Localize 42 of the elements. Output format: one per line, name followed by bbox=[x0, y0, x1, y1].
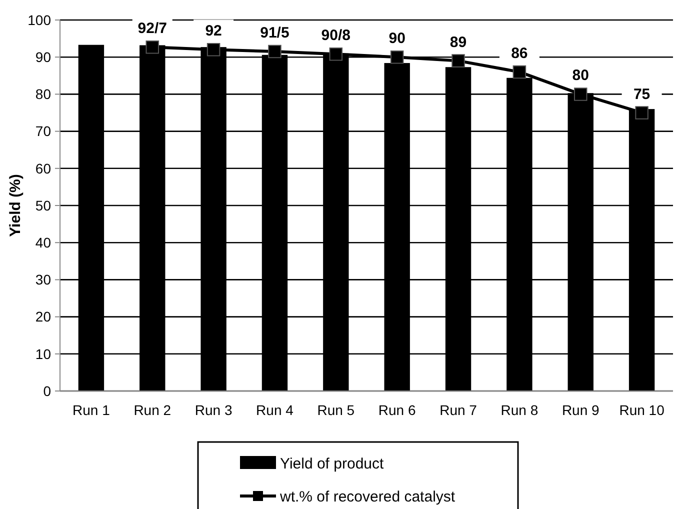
point bbox=[635, 106, 648, 120]
y-tick-label: 10 bbox=[35, 346, 52, 362]
data-label: 92 bbox=[205, 22, 222, 40]
y-tick-label: 100 bbox=[28, 12, 52, 28]
y-tick-label: 70 bbox=[35, 123, 52, 140]
x-tick-label: Run 3 bbox=[194, 402, 232, 418]
x-tick-label: Run 9 bbox=[562, 402, 600, 418]
data-label: 91/5 bbox=[260, 24, 290, 42]
y-tick-label: 20 bbox=[35, 308, 52, 325]
y-axis-title: Yield (%) bbox=[7, 174, 24, 237]
data-label: 75 bbox=[633, 86, 650, 103]
x-tick-label: Run 8 bbox=[500, 402, 538, 418]
data-label: 90/8 bbox=[321, 27, 351, 44]
y-tick-label: 50 bbox=[35, 197, 52, 214]
x-tick-label: Run 5 bbox=[317, 402, 355, 418]
y-tick-label: 80 bbox=[35, 86, 52, 102]
y-tick-label: 30 bbox=[35, 272, 52, 288]
point bbox=[146, 40, 159, 54]
point bbox=[452, 54, 465, 68]
data-label: 80 bbox=[572, 67, 589, 84]
y-tick-label: 40 bbox=[35, 234, 52, 250]
legend-label: Yield of product bbox=[280, 455, 385, 472]
x-tick-label: Run 6 bbox=[378, 402, 416, 418]
point bbox=[390, 50, 404, 64]
legend-label: wt.% of recovered catalyst bbox=[279, 488, 456, 506]
point bbox=[206, 43, 220, 56]
point bbox=[512, 65, 526, 79]
data-label: 89 bbox=[450, 34, 467, 51]
y-tick-label: 90 bbox=[35, 49, 52, 65]
data-label: 92/7 bbox=[138, 20, 167, 38]
y-tick-label: 0 bbox=[43, 382, 52, 399]
x-tick-label: Run 7 bbox=[440, 402, 478, 418]
y-tick-label: 60 bbox=[35, 160, 52, 176]
point bbox=[329, 48, 343, 61]
x-tick-label: Run 1 bbox=[72, 402, 110, 418]
x-tick-label: Run 4 bbox=[256, 402, 294, 418]
data-label: 90 bbox=[388, 30, 406, 48]
point bbox=[268, 44, 282, 58]
point bbox=[574, 88, 588, 101]
data-label: 86 bbox=[511, 44, 528, 62]
x-tick-label: Run 2 bbox=[134, 402, 172, 418]
x-tick-label: Run 10 bbox=[619, 402, 665, 418]
